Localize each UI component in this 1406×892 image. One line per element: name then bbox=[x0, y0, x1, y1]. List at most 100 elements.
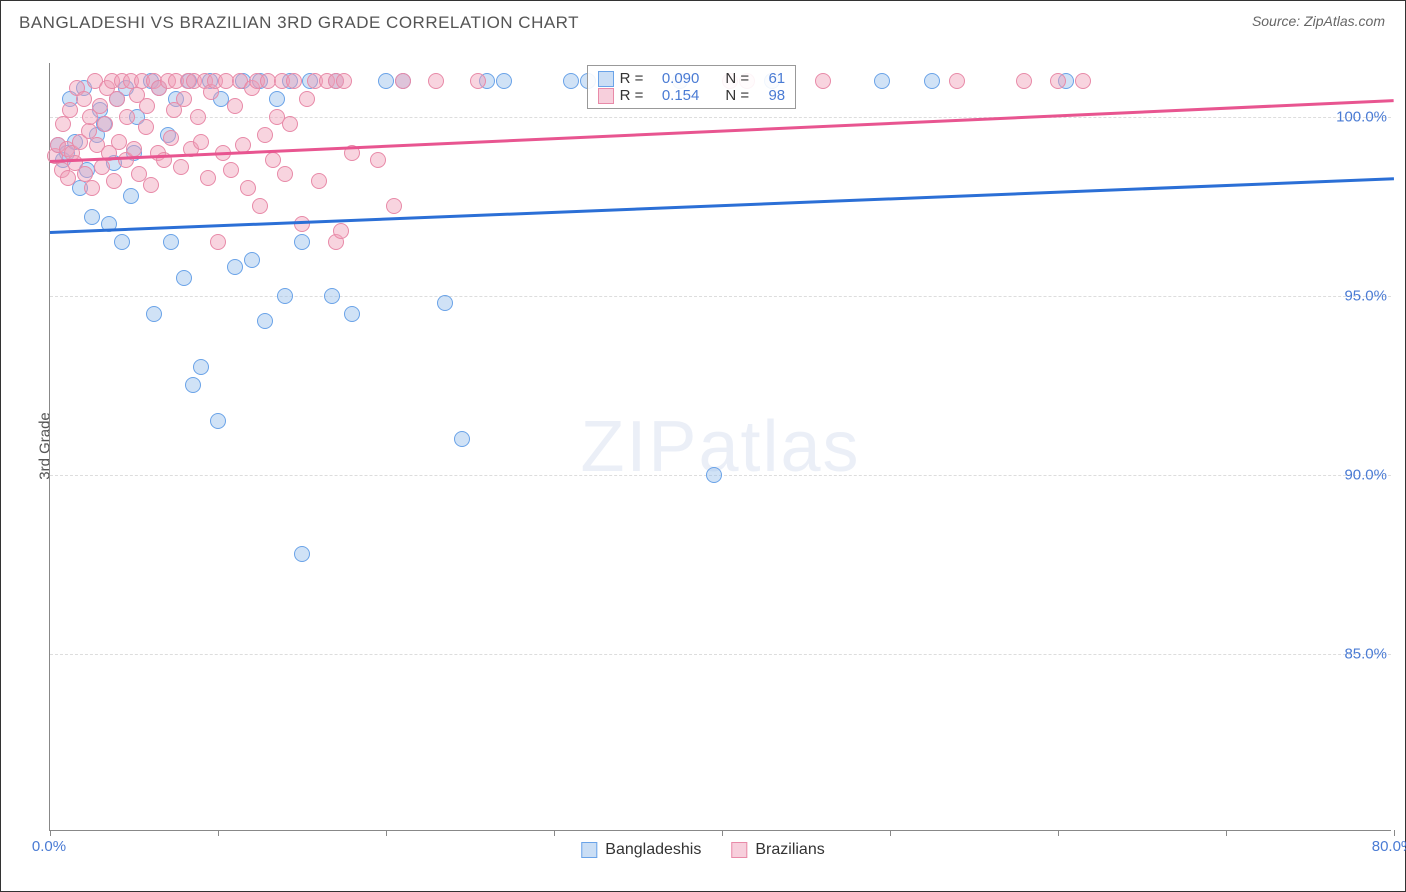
y-tick-label: 100.0% bbox=[1336, 108, 1387, 125]
data-point bbox=[94, 159, 110, 175]
data-point bbox=[223, 162, 239, 178]
x-tick-label: 0.0% bbox=[32, 838, 66, 855]
data-point bbox=[378, 73, 394, 89]
legend-n-label: N = bbox=[725, 87, 749, 104]
data-point bbox=[437, 295, 453, 311]
data-point bbox=[193, 134, 209, 150]
data-point bbox=[55, 116, 71, 132]
legend-swatch bbox=[598, 88, 614, 104]
x-tick bbox=[1394, 830, 1395, 836]
x-tick bbox=[218, 830, 219, 836]
legend-row: R = 0.154 N = 98 bbox=[598, 87, 786, 104]
legend-item: Brazilians bbox=[731, 841, 824, 859]
data-point bbox=[294, 216, 310, 232]
y-tick-label: 85.0% bbox=[1344, 645, 1387, 662]
data-point bbox=[119, 109, 135, 125]
data-point bbox=[294, 546, 310, 562]
legend-n-value: 98 bbox=[755, 87, 785, 104]
data-point bbox=[286, 73, 302, 89]
data-point bbox=[428, 73, 444, 89]
y-tick-label: 95.0% bbox=[1344, 287, 1387, 304]
legend-r-label: R = bbox=[620, 70, 644, 87]
data-point bbox=[257, 127, 273, 143]
data-point bbox=[240, 180, 256, 196]
grid-line bbox=[50, 654, 1391, 655]
data-point bbox=[227, 98, 243, 114]
data-point bbox=[210, 234, 226, 250]
x-tick bbox=[722, 830, 723, 836]
data-point bbox=[143, 177, 159, 193]
data-point bbox=[874, 73, 890, 89]
legend-r-label: R = bbox=[620, 87, 644, 104]
grid-line bbox=[50, 117, 1391, 118]
data-point bbox=[924, 73, 940, 89]
data-point bbox=[227, 259, 243, 275]
data-point bbox=[146, 306, 162, 322]
data-point bbox=[706, 467, 722, 483]
data-point bbox=[138, 119, 154, 135]
grid-line bbox=[50, 296, 1391, 297]
data-point bbox=[277, 288, 293, 304]
legend-label: Bangladeshis bbox=[605, 841, 701, 859]
x-tick bbox=[1058, 830, 1059, 836]
x-tick bbox=[1226, 830, 1227, 836]
data-point bbox=[139, 98, 155, 114]
data-point bbox=[114, 234, 130, 250]
data-point bbox=[333, 223, 349, 239]
chart-source: Source: ZipAtlas.com bbox=[1252, 13, 1385, 29]
chart-container: BANGLADESHI VS BRAZILIAN 3RD GRADE CORRE… bbox=[0, 0, 1406, 892]
data-point bbox=[84, 180, 100, 196]
data-point bbox=[370, 152, 386, 168]
legend-row: R = 0.090 N = 61 bbox=[598, 70, 786, 87]
x-tick-label: 80.0% bbox=[1372, 838, 1406, 855]
data-point bbox=[344, 306, 360, 322]
data-point bbox=[299, 91, 315, 107]
data-point bbox=[163, 234, 179, 250]
data-point bbox=[454, 431, 470, 447]
data-point bbox=[265, 152, 281, 168]
legend-n-value: 61 bbox=[755, 70, 785, 87]
data-point bbox=[173, 159, 189, 175]
data-point bbox=[62, 102, 78, 118]
legend-item: Bangladeshis bbox=[581, 841, 701, 859]
data-point bbox=[92, 98, 108, 114]
legend-r-value: 0.154 bbox=[649, 87, 699, 104]
data-point bbox=[109, 91, 125, 107]
bottom-legend: Bangladeshis Brazilians bbox=[581, 841, 824, 859]
data-point bbox=[563, 73, 579, 89]
x-tick bbox=[890, 830, 891, 836]
data-point bbox=[294, 234, 310, 250]
data-point bbox=[395, 73, 411, 89]
x-tick bbox=[554, 830, 555, 836]
data-point bbox=[176, 270, 192, 286]
data-point bbox=[200, 170, 216, 186]
plot-area: ZIPatlas bbox=[49, 63, 1391, 831]
data-point bbox=[193, 359, 209, 375]
data-point bbox=[185, 377, 201, 393]
y-tick-label: 90.0% bbox=[1344, 466, 1387, 483]
legend-n-label: N = bbox=[725, 70, 749, 87]
data-point bbox=[496, 73, 512, 89]
legend-label: Brazilians bbox=[755, 841, 824, 859]
data-point bbox=[470, 73, 486, 89]
legend-swatch bbox=[598, 71, 614, 87]
data-point bbox=[252, 198, 268, 214]
data-point bbox=[106, 173, 122, 189]
data-point bbox=[1016, 73, 1032, 89]
data-point bbox=[282, 116, 298, 132]
data-point bbox=[176, 91, 192, 107]
data-point bbox=[244, 252, 260, 268]
data-point bbox=[97, 116, 113, 132]
data-point bbox=[190, 109, 206, 125]
legend-r-value: 0.090 bbox=[649, 70, 699, 87]
x-tick bbox=[386, 830, 387, 836]
data-point bbox=[311, 173, 327, 189]
data-point bbox=[163, 130, 179, 146]
chart-title: BANGLADESHI VS BRAZILIAN 3RD GRADE CORRE… bbox=[19, 13, 579, 33]
data-point bbox=[949, 73, 965, 89]
data-point bbox=[126, 141, 142, 157]
legend-swatch bbox=[581, 842, 597, 858]
data-point bbox=[277, 166, 293, 182]
correlation-legend: R = 0.090 N = 61 R = 0.154 N = 98 bbox=[587, 65, 797, 109]
data-point bbox=[84, 209, 100, 225]
